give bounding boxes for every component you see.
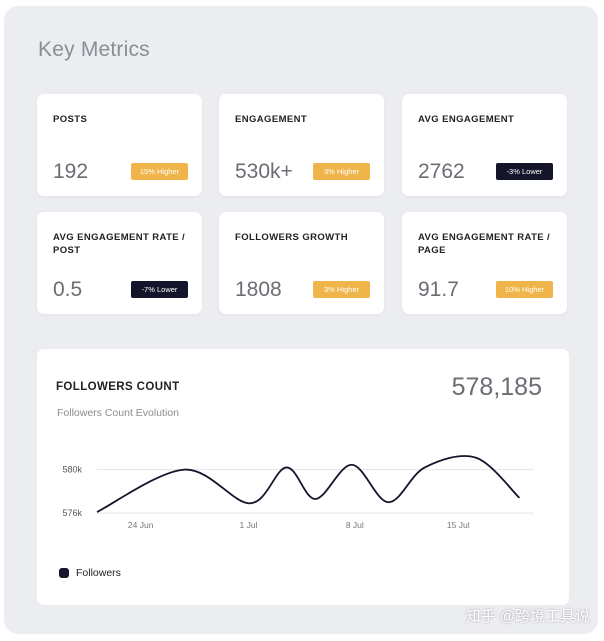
metric-value: 530k+ bbox=[235, 160, 293, 183]
metric-label: ENGAGEMENT bbox=[235, 114, 308, 125]
trend-badge: -7% Lower bbox=[131, 281, 188, 298]
metric-label: AVG ENGAGEMENT bbox=[418, 114, 515, 125]
metric-card-avg-engagement-rate-page: AVG ENGAGEMENT RATE / PAGE 91.7 10% High… bbox=[402, 212, 567, 314]
metric-label: POSTS bbox=[53, 114, 88, 125]
followers-line-chart: 580k 576k 24 Jun 1 Jul 8 Jul 15 Jul bbox=[62, 455, 534, 530]
followers-chart-card: FOLLOWERS COUNT Followers Count Evolutio… bbox=[37, 349, 569, 605]
y-tick-label: 580k bbox=[62, 465, 82, 475]
x-tick-label: 15 Jul bbox=[447, 520, 470, 530]
y-tick-label: 576k bbox=[62, 508, 82, 518]
followers-total: 578,185 bbox=[451, 373, 542, 401]
metric-card-avg-engagement-rate-post: AVG ENGAGEMENT RATE / POST 0.5 -7% Lower bbox=[37, 212, 202, 314]
metric-value: 1808 bbox=[235, 278, 282, 301]
followers-series-line bbox=[96, 455, 521, 513]
metric-label: AVG ENGAGEMENT RATE / POST bbox=[53, 232, 186, 256]
trend-badge: 3% Higher bbox=[313, 163, 370, 180]
metric-card-avg-engagement: AVG ENGAGEMENT 2762 -3% Lower bbox=[402, 94, 567, 196]
chart-legend[interactable]: Followers bbox=[59, 567, 121, 579]
x-tick-label: 24 Jun bbox=[128, 520, 154, 530]
trend-badge: 3% Higher bbox=[313, 281, 370, 298]
metric-label: FOLLOWERS GROWTH bbox=[235, 232, 348, 243]
x-tick-label: 8 Jul bbox=[346, 520, 364, 530]
metric-value: 0.5 bbox=[53, 278, 83, 301]
chart-subtitle: Followers Count Evolution bbox=[57, 407, 179, 419]
page-title: Key Metrics bbox=[38, 38, 150, 61]
legend-swatch bbox=[59, 568, 69, 578]
metric-label: AVG ENGAGEMENT RATE / PAGE bbox=[418, 232, 551, 256]
metric-card-posts: POSTS 192 15% Higher bbox=[37, 94, 202, 196]
legend-label: Followers bbox=[76, 567, 121, 579]
trend-badge: -3% Lower bbox=[496, 163, 553, 180]
trend-badge: 15% Higher bbox=[131, 163, 188, 180]
metric-card-followers-growth: FOLLOWERS GROWTH 1808 3% Higher bbox=[219, 212, 384, 314]
watermark: 知乎 @跨境工具说 bbox=[465, 608, 590, 625]
chart-title: FOLLOWERS COUNT bbox=[56, 381, 180, 393]
metric-card-engagement: ENGAGEMENT 530k+ 3% Higher bbox=[219, 94, 384, 196]
metric-value: 91.7 bbox=[418, 278, 459, 301]
x-tick-label: 1 Jul bbox=[240, 520, 258, 530]
metric-value: 2762 bbox=[418, 160, 465, 183]
metric-value: 192 bbox=[53, 160, 89, 183]
trend-badge: 10% Higher bbox=[496, 281, 553, 298]
